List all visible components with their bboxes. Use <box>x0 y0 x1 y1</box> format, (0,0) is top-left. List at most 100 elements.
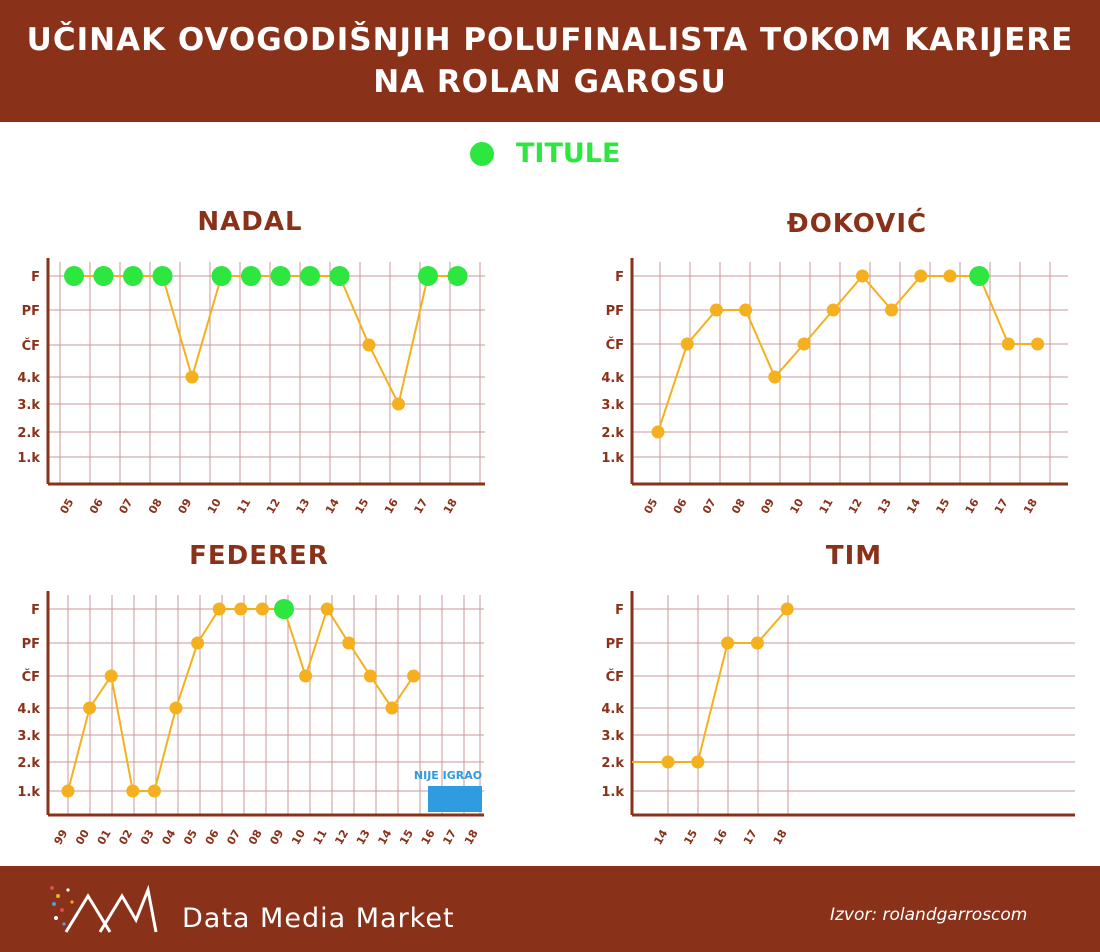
data-point <box>885 303 899 317</box>
y-tick-label: F <box>615 603 624 618</box>
title-point <box>270 266 291 286</box>
x-tick-label: 11 <box>817 496 836 516</box>
y-tick-label: PF <box>606 304 624 319</box>
x-tick-label: 12 <box>332 827 351 847</box>
x-tick-label: 08 <box>146 496 165 516</box>
y-tick-label: ČF <box>606 669 624 685</box>
y-tick-label: PF <box>606 637 624 652</box>
x-tick-label: 15 <box>934 496 953 516</box>
chart-panel-nadal: 1.k 2.k 3.k 4.k ČF PF F 05 06 07 08 09 10 11 12 13 14 15 1… <box>17 258 485 516</box>
chart-title-nadal: NADAL <box>197 207 303 237</box>
x-tick-label: 05 <box>58 496 77 516</box>
x-tick-label: 00 <box>73 827 92 847</box>
data-point <box>191 636 205 650</box>
x-tick-label: 18 <box>771 827 790 847</box>
title-point <box>64 266 84 286</box>
data-point <box>126 784 140 798</box>
x-tick-label: 18 <box>462 827 481 847</box>
title-point <box>329 266 350 286</box>
x-tick-label: 14 <box>376 827 395 847</box>
data-point <box>943 269 957 283</box>
data-point <box>385 701 399 715</box>
x-tick-label: 14 <box>652 827 671 847</box>
data-point <box>320 602 334 616</box>
data-point <box>855 269 869 283</box>
y-tick-label: 2.k <box>17 756 40 771</box>
x-tick-label: 09 <box>268 827 287 847</box>
data-point <box>185 370 199 384</box>
legend-label: TITULE <box>516 138 621 169</box>
y-tick-label: PF <box>22 637 40 652</box>
chart-title-federer: FEDERER <box>189 541 329 571</box>
x-tick-label: 07 <box>700 496 719 516</box>
page-title-line-2: NA ROLAN GAROSU <box>373 64 727 100</box>
data-point <box>61 784 75 798</box>
data-point <box>363 669 377 683</box>
data-point <box>83 701 97 715</box>
x-tick-label: 10 <box>289 827 308 847</box>
y-tick-label: 4.k <box>601 371 624 386</box>
data-point <box>780 602 794 616</box>
x-tick-label: 10 <box>205 496 224 516</box>
data-point <box>299 669 313 683</box>
not-played-label: NIJE IGRAO <box>414 769 482 782</box>
title-point <box>447 266 468 286</box>
x-tick-label: 18 <box>441 496 460 516</box>
x-tick-label: 10 <box>788 496 807 516</box>
source-note: Izvor: rolandgarroscom <box>830 905 1028 925</box>
y-tick-label: ČF <box>606 337 624 353</box>
data-point <box>212 602 226 616</box>
y-tick-label: 4.k <box>601 702 624 717</box>
x-tick-label: 17 <box>412 496 431 516</box>
data-point <box>739 303 753 317</box>
series-line <box>67 606 415 792</box>
x-tick-label: 08 <box>729 496 748 516</box>
data-point <box>234 602 248 616</box>
title-point <box>123 266 143 286</box>
y-tick-label: F <box>615 270 624 285</box>
x-tick-label: 17 <box>440 827 459 847</box>
chart-title-djokovic: ĐOKOVIĆ <box>786 209 928 239</box>
y-tick-label: F <box>31 270 40 285</box>
x-tick-label: 16 <box>419 827 438 847</box>
not-played-bar <box>428 786 482 812</box>
x-tick-label: 11 <box>311 827 330 847</box>
x-tick-label: 13 <box>354 827 373 847</box>
data-point <box>750 636 764 650</box>
x-tick-label: 05 <box>181 827 200 847</box>
x-tick-label: 14 <box>904 496 923 516</box>
x-tick-label: 07 <box>224 827 243 847</box>
title-point <box>211 266 232 286</box>
data-point <box>407 669 421 683</box>
x-tick-label: 03 <box>138 827 157 847</box>
x-tick-label: 16 <box>382 496 401 516</box>
y-tick-label: 4.k <box>17 371 40 386</box>
title-point <box>152 266 173 286</box>
series-line <box>632 608 788 763</box>
data-point <box>651 425 665 439</box>
data-point <box>826 303 840 317</box>
header-bar <box>0 0 1100 122</box>
data-point <box>104 669 118 683</box>
x-tick-label: 16 <box>711 827 730 847</box>
title-point <box>93 266 114 286</box>
data-point <box>721 636 735 650</box>
x-tick-label: 15 <box>353 496 372 516</box>
page-title-line-1: UČINAK OVOGODIŠNJIH POLUFINALISTA TOKOM … <box>26 22 1074 58</box>
x-tick-label: 14 <box>323 496 342 516</box>
x-tick-label: 16 <box>963 496 982 516</box>
x-tick-label: 13 <box>294 496 313 516</box>
y-tick-label: 1.k <box>17 785 40 800</box>
data-point <box>691 755 705 769</box>
y-tick-label: 2.k <box>601 756 624 771</box>
data-point <box>709 303 723 317</box>
title-point <box>274 599 294 619</box>
y-tick-label: 4.k <box>17 702 40 717</box>
series-line <box>657 274 1038 433</box>
x-tick-label: 15 <box>681 827 700 847</box>
logo-icon <box>50 884 158 933</box>
data-point <box>797 337 811 351</box>
footer-bar: Data Media Market Izvor: rolandgarroscom <box>0 866 1100 952</box>
